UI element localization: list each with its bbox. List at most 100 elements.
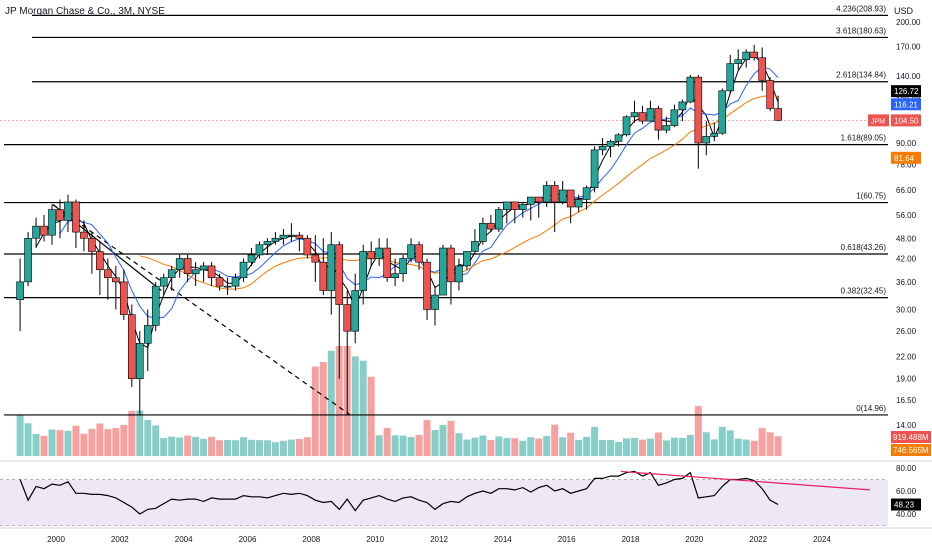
candle[interactable] bbox=[566, 189, 575, 208]
candle[interactable] bbox=[223, 285, 232, 288]
candle[interactable] bbox=[598, 146, 607, 151]
candle[interactable] bbox=[479, 222, 487, 242]
candle[interactable] bbox=[487, 222, 495, 230]
candle[interactable] bbox=[471, 241, 479, 252]
candle[interactable] bbox=[199, 265, 208, 271]
candle[interactable] bbox=[758, 57, 766, 81]
candle[interactable] bbox=[96, 251, 104, 271]
candle[interactable] bbox=[239, 261, 248, 279]
candle[interactable] bbox=[112, 277, 120, 283]
candle[interactable] bbox=[88, 237, 96, 252]
candle[interactable] bbox=[518, 204, 527, 210]
candle[interactable] bbox=[215, 277, 224, 287]
candle[interactable] bbox=[455, 265, 463, 283]
candle[interactable] bbox=[167, 269, 176, 279]
candle[interactable] bbox=[542, 185, 551, 203]
candle[interactable] bbox=[120, 281, 128, 315]
candle[interactable] bbox=[311, 254, 320, 263]
candle[interactable] bbox=[56, 209, 64, 221]
candle[interactable] bbox=[263, 241, 272, 246]
candle[interactable] bbox=[534, 196, 543, 203]
candle[interactable] bbox=[295, 234, 304, 239]
candle[interactable] bbox=[327, 244, 336, 291]
candle[interactable] bbox=[391, 273, 399, 279]
candle[interactable] bbox=[447, 247, 455, 283]
candle[interactable] bbox=[32, 225, 40, 239]
candle[interactable] bbox=[183, 258, 192, 274]
candle[interactable] bbox=[558, 189, 567, 203]
candle[interactable] bbox=[64, 201, 72, 221]
candle[interactable] bbox=[359, 251, 367, 291]
candle[interactable] bbox=[630, 112, 639, 118]
candle[interactable] bbox=[574, 199, 583, 208]
candle[interactable] bbox=[622, 116, 631, 136]
candle[interactable] bbox=[718, 90, 727, 134]
candle[interactable] bbox=[646, 108, 655, 122]
candle[interactable] bbox=[351, 290, 360, 332]
candle[interactable] bbox=[128, 314, 136, 380]
candle[interactable] bbox=[734, 59, 743, 64]
candle[interactable] bbox=[159, 277, 168, 287]
candle[interactable] bbox=[279, 234, 288, 239]
candle[interactable] bbox=[151, 285, 160, 326]
candle[interactable] bbox=[287, 234, 296, 237]
candle[interactable] bbox=[40, 225, 48, 236]
candle[interactable] bbox=[335, 244, 344, 305]
candle[interactable] bbox=[135, 343, 144, 380]
candle[interactable] bbox=[319, 261, 328, 291]
candle[interactable] bbox=[271, 237, 280, 242]
candle[interactable] bbox=[207, 265, 216, 279]
candle[interactable] bbox=[375, 247, 383, 259]
candle[interactable] bbox=[255, 244, 264, 256]
candle[interactable] bbox=[710, 132, 719, 137]
candle[interactable] bbox=[774, 108, 782, 121]
candle[interactable] bbox=[463, 251, 471, 267]
candle[interactable] bbox=[670, 109, 679, 126]
candle[interactable] bbox=[104, 269, 112, 279]
candle[interactable] bbox=[702, 136, 711, 144]
candle[interactable] bbox=[766, 80, 774, 109]
candle[interactable] bbox=[383, 247, 391, 279]
candle[interactable] bbox=[726, 63, 735, 92]
candle[interactable] bbox=[694, 76, 703, 144]
candle[interactable] bbox=[175, 258, 184, 271]
candle[interactable] bbox=[80, 231, 88, 239]
candle[interactable] bbox=[399, 258, 407, 274]
candle[interactable] bbox=[343, 304, 352, 332]
candle[interactable] bbox=[415, 244, 423, 263]
candle[interactable] bbox=[247, 254, 256, 263]
candle[interactable] bbox=[431, 294, 439, 310]
candle[interactable] bbox=[303, 237, 312, 256]
candle[interactable] bbox=[750, 51, 758, 59]
candle[interactable] bbox=[72, 201, 80, 233]
candle[interactable] bbox=[503, 201, 511, 210]
rsi-trend-line[interactable] bbox=[620, 470, 870, 491]
candle[interactable] bbox=[407, 244, 415, 259]
candle[interactable] bbox=[191, 269, 200, 274]
candle[interactable] bbox=[143, 325, 152, 344]
candle[interactable] bbox=[495, 209, 503, 230]
candle[interactable] bbox=[367, 251, 375, 259]
candle[interactable] bbox=[423, 261, 431, 310]
candle[interactable] bbox=[638, 112, 647, 122]
trend-line-dashed[interactable] bbox=[52, 203, 350, 416]
candle[interactable] bbox=[231, 277, 240, 287]
candle[interactable] bbox=[590, 149, 599, 189]
candle[interactable] bbox=[550, 185, 559, 203]
candle[interactable] bbox=[614, 134, 623, 142]
candle[interactable] bbox=[16, 281, 24, 301]
candle[interactable] bbox=[606, 141, 615, 147]
candle[interactable] bbox=[526, 196, 535, 205]
candle[interactable] bbox=[678, 101, 687, 111]
candle[interactable] bbox=[686, 76, 695, 103]
candle[interactable] bbox=[24, 237, 32, 283]
candle[interactable] bbox=[48, 209, 56, 236]
candle[interactable] bbox=[742, 51, 750, 60]
candle[interactable] bbox=[439, 247, 447, 296]
candle[interactable] bbox=[511, 201, 519, 210]
candle[interactable] bbox=[654, 108, 663, 131]
candle[interactable] bbox=[662, 125, 671, 131]
candle[interactable] bbox=[582, 187, 591, 200]
